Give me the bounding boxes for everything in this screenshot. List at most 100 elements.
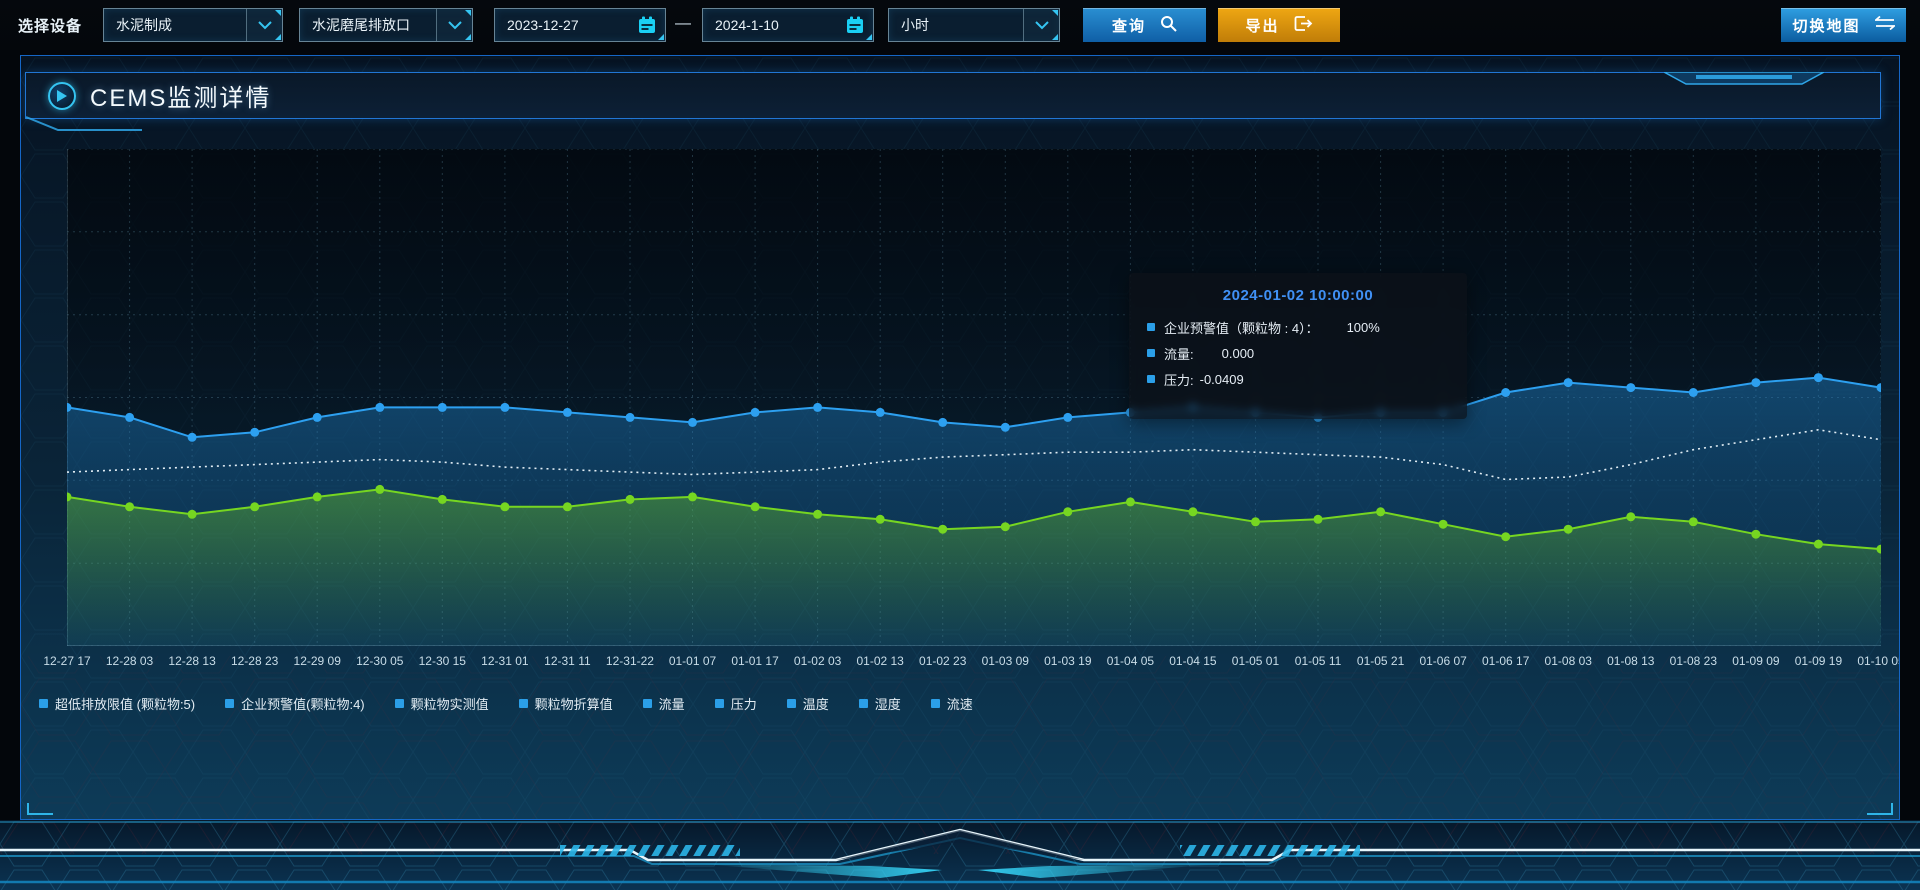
start-date-value: 2023-12-27 [507, 17, 579, 33]
x-axis-tick-label: 01-09 19 [1794, 654, 1843, 668]
legend-item-label: 超低排放限值 (颗粒物:5) [55, 697, 196, 712]
interval-select[interactable]: 小时 [888, 8, 1060, 42]
x-axis-tick-label: 01-08 23 [1669, 654, 1718, 668]
legend-item[interactable]: 流量 [642, 694, 685, 713]
x-axis-tick-label: 01-03 19 [1044, 654, 1092, 668]
legend-marker-icon [642, 699, 652, 708]
query-button-label: 查询 [1111, 17, 1146, 35]
tooltip-row-label: 企业预警值（颗粒物 : 4）： [1164, 320, 1319, 336]
panel-title: CEMS监测详情 [90, 85, 272, 112]
x-axis-labels: 12-27 17 12-28 03 12-28 13 12-28 23 12-29 09… [43, 654, 1899, 670]
x-axis-tick-label: 01-04 05 [1106, 654, 1155, 668]
legend-item-label: 流速 [946, 697, 973, 712]
cems-panel: CEMS监测详情 1 [20, 55, 1900, 820]
legend-item-label: 压力 [730, 697, 757, 712]
x-axis-tick-label: 01-02 03 [793, 654, 842, 668]
device-select[interactable]: 水泥制成 [103, 8, 283, 42]
footer-decoration [0, 820, 1920, 890]
query-button[interactable]: 查询 [1083, 8, 1206, 42]
tooltip-row: 企业预警值（颗粒物 : 4）： 100% [1129, 314, 1467, 340]
legend-marker-icon [930, 699, 940, 708]
x-axis-tick-label: 01-06 17 [1482, 654, 1530, 668]
legend-item-label: 湿度 [874, 697, 901, 712]
header-notch-decoration [1664, 72, 1824, 85]
legend-item[interactable]: 颗粒物折算值 [518, 694, 613, 713]
legend-item-label: 温度 [802, 697, 829, 712]
calendar-icon[interactable] [837, 9, 873, 41]
swap-arrows-icon [1873, 15, 1896, 34]
chart-tooltip: 2024-01-02 10:00:00 企业预警值（颗粒物 : 4）： 100% 流… [1129, 273, 1467, 419]
date-range-separator: — [675, 15, 691, 32]
legend-marker-icon [225, 699, 235, 708]
header-corner-accent [25, 116, 142, 131]
tooltip-timestamp: 2024-01-02 10:00:00 [1222, 287, 1374, 304]
x-axis-tick-label: 12-30 05 [356, 654, 404, 668]
legend-marker-icon [786, 699, 796, 708]
x-axis-tick-label: 12-28 13 [168, 654, 216, 668]
switch-map-button[interactable]: 切换地图 [1781, 8, 1906, 42]
legend-item[interactable]: 企业预警值(颗粒物:4) [225, 694, 365, 713]
x-axis-tick-label: 01-05 01 [1231, 654, 1280, 668]
legend-marker-icon [714, 699, 724, 708]
x-axis-tick-label: 12-29 09 [293, 654, 341, 668]
chevron-down-icon[interactable] [246, 9, 282, 41]
x-axis-tick-label: 01-06 07 [1419, 654, 1467, 668]
tooltip-row-label: 压力: [1164, 372, 1194, 388]
series-marker-icon [1147, 375, 1155, 383]
tooltip-row-value: 100% [1346, 319, 1380, 335]
legend-item[interactable]: 颗粒物实测值 [394, 694, 489, 713]
panel-corner-accent [1867, 803, 1893, 815]
legend-marker-icon [518, 699, 528, 708]
series-marker-icon [1147, 349, 1155, 357]
chart-plot-area[interactable] [62, 148, 1886, 647]
end-date-value: 2024-1-10 [715, 17, 779, 33]
x-axis-tick-label: 12-30 15 [418, 654, 466, 668]
tooltip-row-value: -0.0409 [1199, 371, 1244, 387]
start-date-input[interactable]: 2023-12-27 [494, 8, 666, 42]
legend-marker-icon [858, 699, 868, 708]
chevron-down-icon[interactable] [436, 9, 472, 41]
search-icon [1160, 15, 1177, 36]
x-axis-tick-label: 12-28 03 [105, 654, 154, 668]
x-axis-tick-label: 01-10 05 [1857, 654, 1900, 668]
legend-item[interactable]: 压力 [714, 694, 757, 713]
x-axis-tick-label: 01-01 07 [668, 654, 717, 668]
legend-item-label: 流量 [658, 697, 685, 712]
tooltip-row-label: 流量: [1164, 346, 1194, 362]
x-axis-tick-label: 01-08 13 [1607, 654, 1655, 668]
legend-item[interactable]: 温度 [786, 694, 829, 713]
panel-header: CEMS监测详情 [25, 72, 1881, 131]
toolbar: 选择设备 水泥制成 水泥磨尾排放口 2023-12-27 — 2024-1-10 [0, 0, 1920, 50]
calendar-icon[interactable] [629, 9, 665, 41]
x-axis-tick-label: 01-08 03 [1544, 654, 1592, 668]
outlet-select[interactable]: 水泥磨尾排放口 [299, 8, 473, 42]
x-axis-tick-label: 01-05 11 [1294, 654, 1342, 668]
x-axis-tick-label: 01-05 21 [1356, 654, 1405, 668]
device-select-value: 水泥制成 [116, 17, 172, 33]
x-axis-tick-label: 01-09 09 [1732, 654, 1780, 668]
legend-item[interactable]: 湿度 [858, 694, 901, 713]
chevron-down-icon[interactable] [1023, 9, 1059, 41]
legend-item[interactable]: 流速 [930, 694, 973, 713]
switch-map-button-label: 切换地图 [1792, 17, 1861, 35]
end-date-input[interactable]: 2024-1-10 [702, 8, 874, 42]
x-axis-tick-label: 12-27 17 [43, 654, 91, 668]
legend-marker-icon [39, 699, 48, 708]
tooltip-row-value: 0.000 [1221, 345, 1255, 361]
legend-item-label: 企业预警值(颗粒物:4) [241, 697, 365, 712]
x-axis-tick-label: 12-28 23 [230, 654, 279, 668]
x-axis-tick-label: 01-04 15 [1169, 654, 1217, 668]
play-icon [48, 81, 76, 110]
export-button[interactable]: 导出 [1218, 8, 1340, 42]
device-select-label: 选择设备 [18, 18, 83, 35]
x-axis-tick-label: 12-31 11 [544, 654, 591, 668]
chart-legend: 超低排放限值 (颗粒物:5) 企业预警值(颗粒物:4) 颗粒物实测值 颗粒物折算值 流量… [39, 694, 1889, 713]
legend-item[interactable]: 超低排放限值 (颗粒物:5) [39, 694, 195, 713]
x-axis-tick-label: 01-03 09 [981, 654, 1029, 668]
legend-marker-icon [394, 699, 404, 708]
panel-corner-accent [27, 803, 53, 815]
x-axis-tick-label: 12-31 01 [481, 654, 529, 668]
x-axis-tick-label: 01-02 23 [919, 654, 967, 668]
x-axis-tick-label: 12-31-22 [605, 654, 654, 668]
x-axis-tick-label: 01-01 17 [731, 654, 779, 668]
